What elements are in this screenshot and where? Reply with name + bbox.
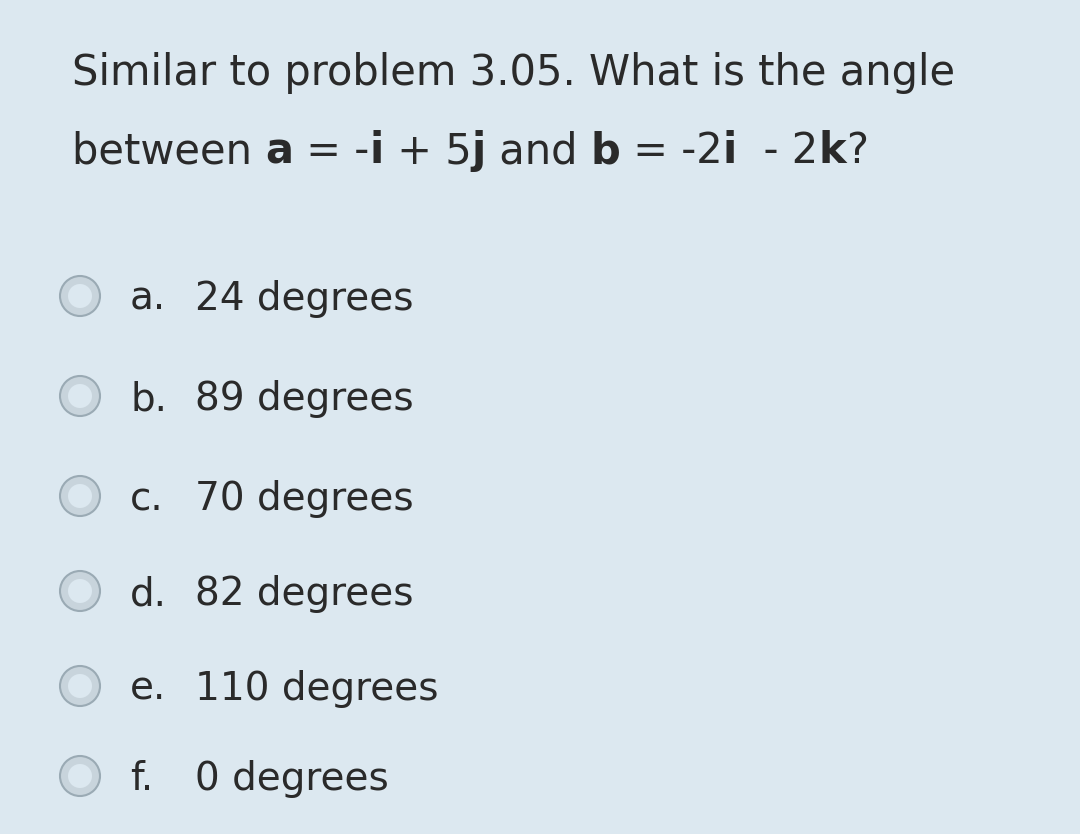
Text: - 2: - 2 (738, 130, 819, 172)
Text: = -2: = -2 (620, 130, 723, 172)
Text: a: a (266, 130, 294, 172)
Text: i: i (723, 130, 738, 172)
Text: 110 degrees: 110 degrees (195, 670, 438, 708)
Text: 24 degrees: 24 degrees (195, 280, 414, 318)
Text: 70 degrees: 70 degrees (195, 480, 414, 518)
Circle shape (68, 674, 92, 698)
Circle shape (68, 384, 92, 408)
Circle shape (60, 666, 100, 706)
Text: b: b (591, 130, 620, 172)
Circle shape (68, 284, 92, 308)
Text: Similar to problem 3.05. What is the angle: Similar to problem 3.05. What is the ang… (72, 52, 955, 94)
Text: 0 degrees: 0 degrees (195, 760, 389, 798)
Circle shape (60, 476, 100, 516)
Text: 82 degrees: 82 degrees (195, 575, 414, 613)
Text: b.: b. (130, 380, 167, 418)
Text: f.: f. (130, 760, 153, 798)
Circle shape (68, 764, 92, 788)
Circle shape (60, 276, 100, 316)
Text: and: and (486, 130, 591, 172)
Text: a.: a. (130, 280, 166, 318)
Text: k: k (819, 130, 846, 172)
Text: = -: = - (294, 130, 369, 172)
Text: + 5: + 5 (383, 130, 472, 172)
Text: d.: d. (130, 575, 167, 613)
Circle shape (68, 579, 92, 603)
Text: 89 degrees: 89 degrees (195, 380, 414, 418)
Text: j: j (472, 130, 486, 172)
Circle shape (60, 376, 100, 416)
Text: between: between (72, 130, 266, 172)
Text: e.: e. (130, 670, 166, 708)
Circle shape (68, 484, 92, 508)
Text: ?: ? (846, 130, 868, 172)
Text: i: i (369, 130, 383, 172)
Circle shape (60, 571, 100, 611)
Circle shape (60, 756, 100, 796)
Text: c.: c. (130, 480, 164, 518)
